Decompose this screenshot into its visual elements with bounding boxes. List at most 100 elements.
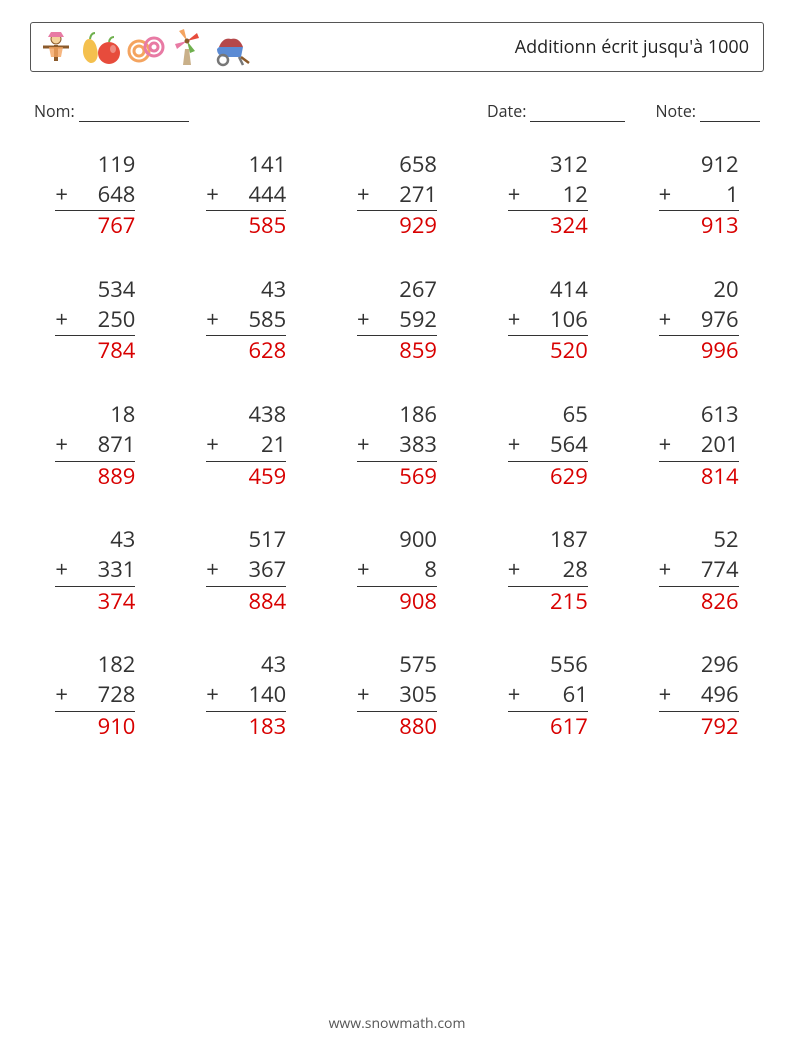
- operand-2: 61: [520, 680, 587, 710]
- addition-problem: 438+ 21459: [206, 400, 286, 491]
- plus-sign: +: [55, 555, 68, 585]
- addition-problem: 65+564629: [508, 400, 588, 491]
- operand-2-row: + 8: [357, 555, 437, 587]
- operand-1: 43: [206, 275, 286, 305]
- plus-sign: +: [206, 430, 219, 460]
- addition-problem: 20+976996: [659, 275, 739, 366]
- plus-sign: +: [357, 555, 370, 585]
- addition-problem: 187+ 28215: [508, 525, 588, 616]
- operand-1: 18: [55, 400, 135, 430]
- operand-2-row: +106: [508, 305, 588, 337]
- addition-problem: 43+585628: [206, 275, 286, 366]
- answer: 792: [659, 712, 739, 742]
- operand-2-row: +564: [508, 430, 588, 462]
- operand-2-row: +201: [659, 430, 739, 462]
- operand-2-row: +774: [659, 555, 739, 587]
- addition-problem: 556+ 61617: [508, 650, 588, 741]
- operand-2-row: +585: [206, 305, 286, 337]
- plus-sign: +: [357, 180, 370, 210]
- operand-1: 912: [659, 150, 739, 180]
- addition-problem: 912+ 1913: [659, 150, 739, 241]
- name-label: Nom:: [34, 100, 75, 122]
- answer: 884: [206, 587, 286, 617]
- plus-sign: +: [357, 305, 370, 335]
- date-field: Date:: [487, 100, 625, 122]
- answer: 929: [357, 211, 437, 241]
- answer: 374: [55, 587, 135, 617]
- answer: 859: [357, 336, 437, 366]
- operand-1: 52: [659, 525, 739, 555]
- addition-problem: 575+305880: [357, 650, 437, 741]
- operand-2-row: +592: [357, 305, 437, 337]
- operand-1: 613: [659, 400, 739, 430]
- operand-2-row: +331: [55, 555, 135, 587]
- operand-2-row: +383: [357, 430, 437, 462]
- answer: 569: [357, 462, 437, 492]
- operand-1: 534: [55, 275, 135, 305]
- operand-2: 12: [520, 180, 587, 210]
- plus-sign: +: [357, 680, 370, 710]
- operand-2: 305: [370, 680, 437, 710]
- operand-2: 367: [219, 555, 286, 585]
- operand-2: 496: [671, 680, 738, 710]
- addition-problem: 182+728910: [55, 650, 135, 741]
- operand-2-row: +496: [659, 680, 739, 712]
- addition-problem: 414+106520: [508, 275, 588, 366]
- answer: 767: [55, 211, 135, 241]
- date-label: Date:: [487, 100, 526, 122]
- operand-2: 976: [671, 305, 738, 335]
- operand-1: 517: [206, 525, 286, 555]
- operand-2: 585: [219, 305, 286, 335]
- operand-1: 414: [508, 275, 588, 305]
- plus-sign: +: [659, 430, 672, 460]
- plus-sign: +: [206, 180, 219, 210]
- operand-2-row: + 61: [508, 680, 588, 712]
- addition-problem: 312+ 12324: [508, 150, 588, 241]
- operand-1: 438: [206, 400, 286, 430]
- operand-2: 8: [370, 555, 437, 585]
- addition-problem: 43+331374: [55, 525, 135, 616]
- operand-1: 267: [357, 275, 437, 305]
- addition-problem: 52+774826: [659, 525, 739, 616]
- name-blank: [79, 105, 189, 122]
- operand-2: 140: [219, 680, 286, 710]
- operand-2: 444: [219, 180, 286, 210]
- meta-row: Nom: Date: Note:: [30, 100, 764, 122]
- operand-2-row: +271: [357, 180, 437, 212]
- addition-problem: 296+496792: [659, 650, 739, 741]
- operand-2-row: + 28: [508, 555, 588, 587]
- operand-2: 271: [370, 180, 437, 210]
- footer-url: www.snowmath.com: [0, 1014, 794, 1033]
- operand-2-row: +648: [55, 180, 135, 212]
- header-box: Additionn écrit jusqu'à 1000: [30, 22, 764, 72]
- operand-2: 331: [68, 555, 135, 585]
- operand-2-row: +140: [206, 680, 286, 712]
- operand-2: 106: [520, 305, 587, 335]
- operand-2-row: + 1: [659, 180, 739, 212]
- operand-1: 43: [206, 650, 286, 680]
- addition-problem: 613+201814: [659, 400, 739, 491]
- operand-2-row: +250: [55, 305, 135, 337]
- operand-2-row: + 12: [508, 180, 588, 212]
- answer: 913: [659, 211, 739, 241]
- plus-sign: +: [55, 430, 68, 460]
- addition-problem: 119+648767: [55, 150, 135, 241]
- operand-2: 648: [68, 180, 135, 210]
- plus-sign: +: [357, 430, 370, 460]
- operand-2: 871: [68, 430, 135, 460]
- windmill-icon: [169, 27, 205, 67]
- addition-problem: 658+271929: [357, 150, 437, 241]
- operand-2: 250: [68, 305, 135, 335]
- answer: 324: [508, 211, 588, 241]
- operand-1: 312: [508, 150, 588, 180]
- operand-2-row: +871: [55, 430, 135, 462]
- answer: 585: [206, 211, 286, 241]
- problems-grid: 119+648767141+444585658+271929312+ 12324…: [30, 150, 764, 741]
- operand-2-row: +976: [659, 305, 739, 337]
- addition-problem: 43+140183: [206, 650, 286, 741]
- meta-right: Date: Note:: [487, 100, 760, 122]
- operand-1: 65: [508, 400, 588, 430]
- answer: 459: [206, 462, 286, 492]
- scarecrow-icon: [39, 27, 73, 67]
- operand-2: 21: [219, 430, 286, 460]
